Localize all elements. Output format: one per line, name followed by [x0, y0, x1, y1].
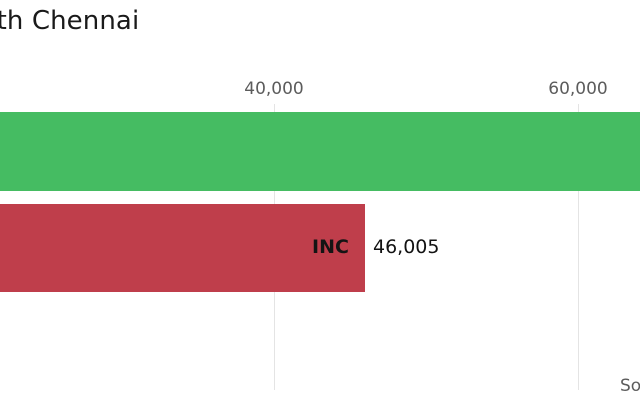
plot-area: INC 46,005: [0, 104, 640, 400]
gridline-60000: [578, 104, 579, 390]
bar-label-inc: INC: [312, 236, 349, 258]
bar-row-dmk[interactable]: [0, 112, 640, 191]
x-axis-tick-label-60000: 60,000: [548, 79, 608, 99]
x-axis-tick-label-40000: 40,000: [244, 79, 304, 99]
bar-value-inc: 46,005: [373, 236, 440, 258]
bar-row-inc[interactable]: [0, 204, 365, 292]
source-note: So: [620, 376, 640, 396]
chart-title: outh Chennai: [0, 6, 140, 36]
